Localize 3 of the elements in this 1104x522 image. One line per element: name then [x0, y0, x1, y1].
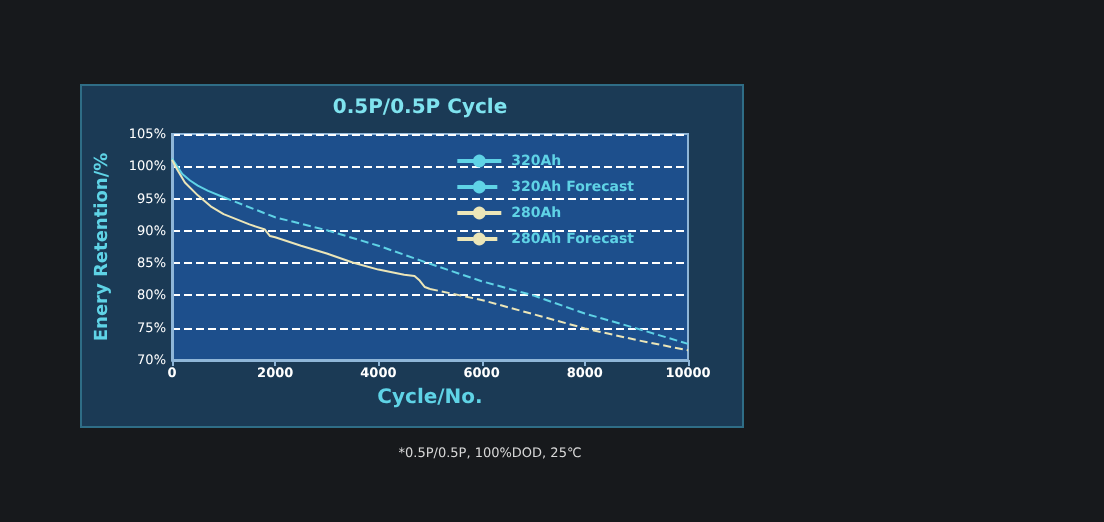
chart-title: 0.5P/0.5P Cycle	[332, 97, 508, 119]
x-axis-title: Cycle/No.	[377, 387, 483, 409]
y-axis-title: Enery Retention/%	[93, 152, 113, 342]
